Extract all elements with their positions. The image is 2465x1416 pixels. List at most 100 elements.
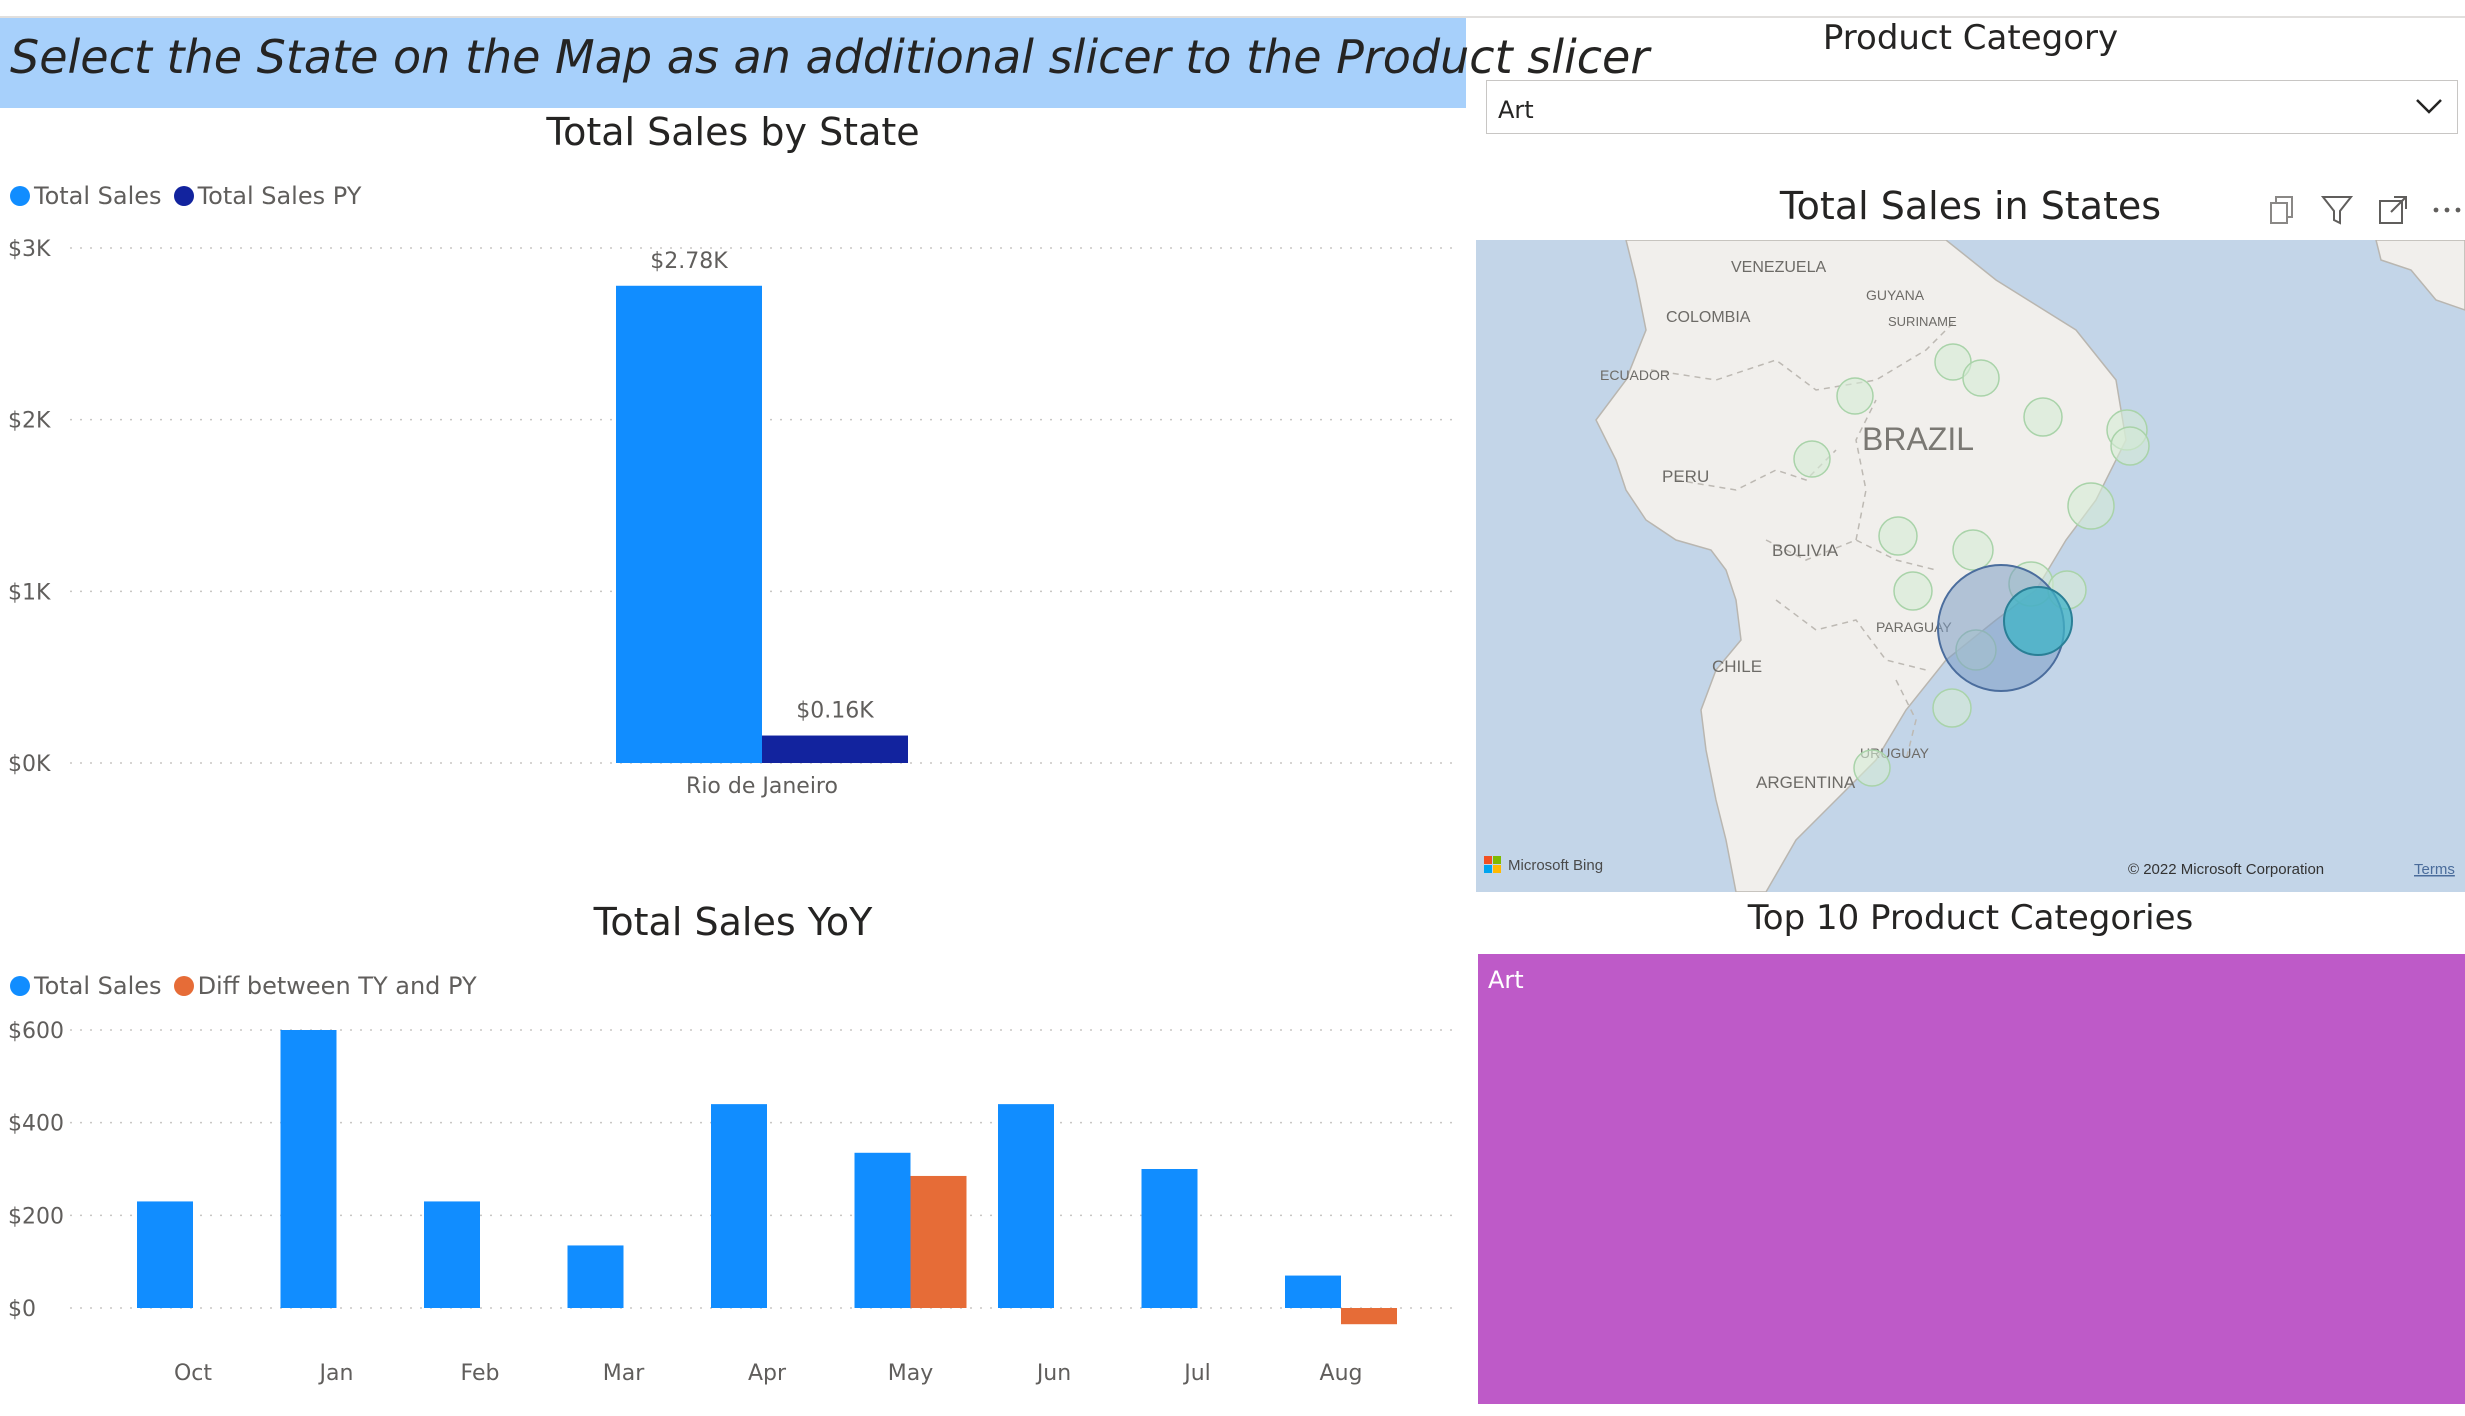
state-bubble[interactable] (1793, 440, 1831, 478)
map-label-colombia: COLOMBIA (1666, 309, 1751, 326)
legend-dot (173, 186, 194, 206)
south-america-land (1595, 240, 2127, 892)
chart1-legend[interactable]: Total Sales Total Sales PY (10, 182, 373, 210)
x-category-label: Rio de Janeiro (686, 774, 838, 799)
state-bubble[interactable] (1836, 377, 1874, 415)
bing-logo: Microsoft Bing (1484, 856, 1603, 874)
bar-total-sales[interactable] (998, 1104, 1054, 1308)
total-sales-yoy-chart[interactable]: $0 $200 $400 $600 Oct Jan Feb Mar Apr May Jun Jul Au… (0, 1010, 1466, 1410)
top-divider (0, 16, 2465, 18)
instruction-banner (0, 18, 1466, 108)
instruction-text: Select the State on the Map as an additi… (10, 30, 1650, 84)
chevron-down-icon[interactable] (2414, 94, 2444, 118)
y-tick-label: $1K (8, 580, 51, 605)
map-label-argentina: ARGENTINA (1756, 773, 1856, 792)
legend-item-total-sales[interactable]: Total Sales (10, 182, 162, 210)
map-copyright: © 2022 Microsoft Corporation (2128, 861, 2324, 878)
x-category-label: Mar (603, 1361, 645, 1386)
state-bubble[interactable] (2067, 482, 2115, 530)
state-bubble[interactable] (1962, 359, 2000, 397)
state-bubble[interactable] (1893, 571, 1933, 611)
bar-total-sales[interactable] (137, 1201, 193, 1308)
map-title: Total Sales in States (1779, 184, 2162, 228)
bar-total-sales[interactable] (616, 285, 762, 763)
map-visual[interactable]: VENEZUELA GUYANA SURINAME COLOMBIA ECUAD… (1476, 240, 2465, 892)
map-label-paraguay: PARAGUAY (1876, 619, 1952, 635)
chart2-legend[interactable]: Total Sales Diff between TY and PY (10, 972, 489, 1000)
legend-label: Total Sales (34, 972, 162, 1000)
map-label-guyana: GUYANA (1866, 287, 1925, 303)
map-label-venezuela: VENEZUELA (1731, 259, 1826, 276)
x-category-label: Oct (174, 1361, 212, 1386)
product-category-selected[interactable]: Art (1498, 96, 1534, 124)
legend-label: Total Sales PY (197, 182, 362, 210)
total-sales-by-state-chart[interactable]: $0K $1K $2K $3K $2.78K $0.16K Rio de Janeiro (0, 220, 1466, 820)
bar-total-sales[interactable] (424, 1201, 480, 1308)
state-bubble[interactable] (1853, 749, 1891, 787)
legend-item-total-sales-py[interactable]: Total Sales PY (173, 182, 362, 210)
sales-bubbles[interactable] (1793, 343, 2150, 787)
slicer-title: Product Category (1822, 18, 2119, 58)
y-tick-label: $0 (8, 1297, 36, 1322)
treemap-title: Top 10 Product Categories (1747, 898, 2194, 938)
x-category-label: Jul (1182, 1361, 1211, 1386)
y-tick-label: $600 (8, 1019, 64, 1044)
africa-land (2375, 240, 2465, 311)
data-label: $0.16K (796, 699, 874, 724)
bar-total-sales-py[interactable] (762, 735, 908, 763)
map-label-suriname: SURINAME (1888, 314, 1957, 329)
x-category-label: Jun (1035, 1361, 1071, 1386)
state-bubble[interactable] (1878, 516, 1918, 556)
chart-title-sales-yoy: Total Sales YoY (593, 900, 873, 944)
map-canvas[interactable]: VENEZUELA GUYANA SURINAME COLOMBIA ECUAD… (1476, 240, 2465, 892)
y-tick-label: $3K (8, 237, 51, 262)
state-bubble[interactable] (2110, 426, 2150, 466)
bar-total-sales[interactable] (711, 1104, 767, 1308)
legend-item-total-sales[interactable]: Total Sales (10, 972, 162, 1000)
x-category-label: Aug (1320, 1361, 1363, 1386)
legend-item-diff[interactable]: Diff between TY and PY (173, 972, 477, 1000)
bar-total-sales[interactable] (1141, 1169, 1198, 1308)
map-label-ecuador: ECUADOR (1600, 367, 1670, 383)
x-category-label: May (888, 1361, 933, 1386)
bar-diff-between-ty-and-py[interactable] (910, 1175, 967, 1308)
copy-icon[interactable] (2266, 193, 2300, 227)
legend-label: Total Sales (34, 182, 162, 210)
treemap-tile-label: Art (1488, 966, 1524, 994)
treemap-tile-art[interactable] (1478, 954, 2465, 1404)
state-bubble[interactable] (2023, 397, 2063, 437)
x-category-label: Apr (748, 1361, 787, 1386)
map-label-brazil: BRAZIL (1862, 421, 1974, 457)
map-terms-link[interactable]: Terms (2414, 861, 2455, 878)
y-tick-label: $2K (8, 409, 51, 434)
map-label-chile: CHILE (1712, 657, 1762, 676)
legend-dot (10, 976, 30, 996)
x-category-label: Feb (461, 1361, 500, 1386)
focus-mode-icon[interactable] (2376, 193, 2410, 227)
data-label: $2.78K (650, 249, 728, 274)
map-label-peru: PERU (1662, 467, 1709, 486)
state-bubble[interactable] (1932, 688, 1972, 728)
legend-dot (10, 186, 30, 206)
bar-total-sales[interactable] (854, 1152, 911, 1308)
bar-total-sales[interactable] (1285, 1275, 1341, 1308)
y-tick-label: $400 (8, 1112, 64, 1137)
y-tick-label: $200 (8, 1204, 64, 1229)
bar-total-sales[interactable] (567, 1245, 624, 1308)
bing-brand-text: Microsoft Bing (1508, 857, 1603, 874)
product-category-dropdown[interactable] (1486, 80, 2458, 134)
country-borders (1650, 319, 1957, 761)
state-bubble-rio-de-janeiro[interactable] (2003, 586, 2073, 656)
bar-diff-between-ty-and-py[interactable] (1341, 1308, 1397, 1325)
chart-title-sales-by-state: Total Sales by State (546, 110, 920, 154)
map-labels: VENEZUELA GUYANA SURINAME COLOMBIA ECUAD… (1600, 259, 1974, 792)
filter-icon[interactable] (2320, 193, 2354, 227)
state-bubble[interactable] (1934, 343, 1972, 381)
state-bubble[interactable] (1952, 529, 1994, 571)
more-options-icon[interactable] (2430, 193, 2464, 227)
legend-label: Diff between TY and PY (197, 972, 477, 1000)
bar-total-sales[interactable] (280, 1030, 337, 1308)
map-label-bolivia: BOLIVIA (1772, 541, 1839, 560)
x-category-label: Jan (318, 1361, 354, 1386)
legend-dot (173, 976, 194, 996)
